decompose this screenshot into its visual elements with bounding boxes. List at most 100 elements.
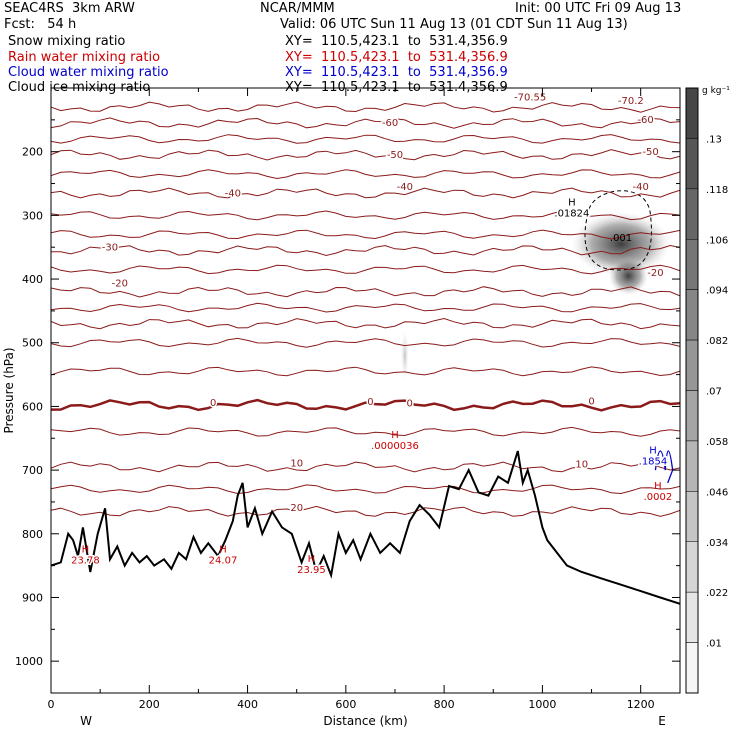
contour-label: -50 — [387, 150, 403, 161]
colorbar-swatch — [685, 289, 699, 341]
colorbar-tick-label: .118 — [706, 185, 728, 196]
isotherm-line — [51, 210, 680, 221]
y-tick-label: 900 — [22, 591, 43, 604]
contour-label: 0 — [367, 397, 373, 408]
extremum-value: .01824 — [554, 208, 589, 219]
x-tick-label: 200 — [139, 698, 160, 711]
y-axis-label: Pressure (hPa) — [2, 347, 16, 433]
isotherm-line — [51, 337, 680, 348]
extremum-value: 23.95 — [297, 565, 326, 576]
x-tick-label: 800 — [434, 698, 455, 711]
plot-content — [51, 101, 680, 605]
field-name-cloud-water: Cloud water mixing ratio — [8, 65, 169, 80]
y-tick-label: 300 — [22, 209, 43, 222]
x-axis-label: Distance (km) — [323, 714, 407, 728]
y-tick-label: 1000 — [15, 655, 43, 668]
extremum-value: .0000036 — [371, 441, 419, 452]
colorbar-swatch — [685, 87, 699, 139]
colorbar-swatch — [685, 339, 699, 391]
cloud-ice-shading-lower — [608, 256, 649, 295]
colorbar-tick-label: .07 — [706, 387, 722, 398]
colorbar-swatch — [685, 591, 699, 643]
contour-label: 0 — [210, 398, 216, 409]
extremum-marker: H — [82, 544, 90, 555]
extremum-value: .0002 — [644, 492, 673, 503]
field-name-rain: Rain water mixing ratio — [8, 50, 161, 65]
isotherm--40 — [51, 187, 680, 199]
extremum-value: 23.78 — [71, 555, 100, 566]
y-tick-label: 200 — [22, 146, 43, 159]
colorbar-frame — [685, 87, 699, 694]
field-xy-snow: XY= 110.5,423.1 to 531.4,356.9 — [285, 34, 508, 49]
x-tick-label: 1200 — [627, 698, 655, 711]
isotherm-line — [51, 426, 680, 437]
isotherm-line — [51, 169, 680, 180]
isotherm-line — [51, 366, 680, 377]
colorbar-tick-label: .01 — [706, 639, 722, 650]
isotherm--50 — [51, 149, 680, 161]
isotherm-line — [51, 484, 680, 495]
extremum-marker: H — [219, 544, 227, 555]
isotherm--60 — [51, 117, 680, 129]
east-label: E — [658, 714, 666, 728]
colorbar-tick-label: .13 — [706, 134, 722, 145]
inline-label: .001 — [610, 233, 632, 244]
isotherm--70 — [51, 101, 680, 113]
field-xy-cloud-water: XY= 110.5,423.1 to 531.4,356.9 — [285, 65, 508, 80]
y-tick-label: 500 — [22, 337, 43, 350]
contour-label: 20 — [290, 503, 303, 514]
isotherm-20 — [51, 505, 680, 517]
contour-label: 10 — [290, 458, 303, 469]
colorbar-swatch — [685, 491, 699, 543]
contour-label: -40 — [225, 188, 241, 199]
colorbar-tick-label: .094 — [706, 286, 728, 297]
terrain-line — [51, 450, 680, 605]
colorbar-swatch — [685, 642, 699, 694]
cloud-ice-shading — [571, 212, 671, 276]
colorbar-swatch — [685, 390, 699, 442]
snow-shading — [400, 330, 409, 381]
cloud-ice-contour — [584, 190, 652, 271]
x-tick-label: 600 — [335, 698, 356, 711]
init-label: Init: 00 UTC Fri 09 Aug 13 — [515, 1, 682, 16]
contour-label: 0 — [407, 398, 413, 409]
contour-label: -30 — [102, 242, 118, 253]
contour-label: -70.55 — [514, 93, 546, 104]
isotherm-line — [51, 134, 680, 144]
valid-label: Valid: 06 UTC Sun 11 Aug 13 (01 CDT Sun … — [280, 17, 628, 32]
contour-label: -60 — [382, 118, 398, 129]
model-label: SEAC4RS 3km ARW — [4, 1, 135, 16]
extremum-value: 24.07 — [209, 555, 238, 566]
fcst-label: Fcst: 54 h — [4, 17, 77, 32]
extremum-marker: H — [654, 481, 662, 492]
contour-label: -20 — [112, 279, 128, 290]
isotherm-line — [51, 264, 680, 275]
field-name-snow: Snow mixing ratio — [8, 34, 126, 49]
colorbar-unit: g kg⁻¹ — [702, 86, 730, 96]
isotherm--30 — [51, 244, 680, 257]
colorbar-tick-label: .034 — [706, 538, 728, 549]
plot-frame — [50, 87, 681, 694]
west-label: W — [80, 714, 92, 728]
extremum-marker: H — [391, 430, 399, 441]
colorbar-tick-label: .022 — [706, 588, 728, 599]
x-tick-label: 0 — [48, 698, 55, 711]
contour-label: 0 — [588, 397, 594, 408]
colorbar-tick-label: .106 — [706, 235, 728, 246]
isotherm-0 — [51, 398, 680, 412]
extremum-marker: H — [568, 197, 576, 208]
colorbar-swatch — [685, 138, 699, 190]
x-tick-label: 400 — [237, 698, 258, 711]
contour-label: -70.2 — [618, 96, 644, 107]
extremum-value: .1854 — [639, 457, 668, 468]
contour-label: -40 — [633, 182, 649, 193]
colorbar-swatch — [685, 440, 699, 492]
colorbar-tick-label: .046 — [706, 487, 728, 498]
extremum-marker: H — [649, 446, 657, 457]
colorbar-swatch — [685, 239, 699, 290]
isotherm--10 — [51, 317, 680, 330]
colorbar-swatch — [685, 541, 699, 593]
colorbar-tick-label: .058 — [706, 437, 728, 448]
contour-label: 10 — [575, 460, 588, 471]
field-xy-rain: XY= 110.5,423.1 to 531.4,356.9 — [285, 50, 508, 65]
